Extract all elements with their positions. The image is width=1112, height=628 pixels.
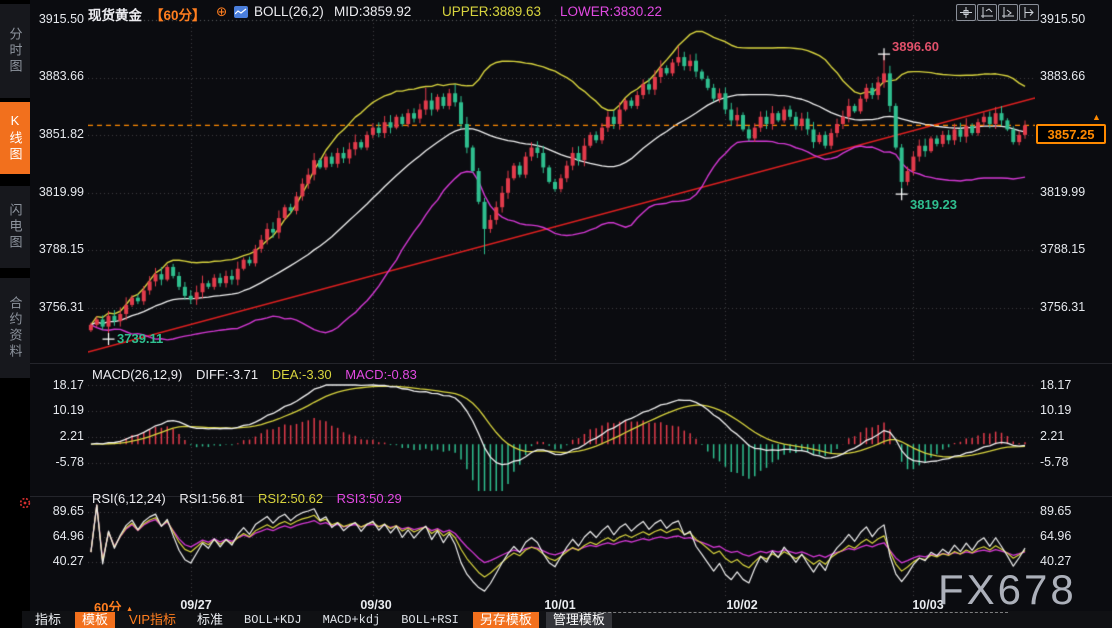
price-axis-label: 3788.15	[1040, 242, 1086, 256]
sidebar-tab-kline[interactable]: K线图	[0, 102, 30, 174]
price-axis-label: 3851.82	[38, 127, 84, 141]
price-tag-arrow-icon[interactable]: ▲	[1092, 112, 1101, 122]
kline-thumbnail-icon	[234, 6, 248, 18]
macd-axis-label: -5.78	[55, 455, 85, 469]
toolbar-macd-kdj-button[interactable]: MACD+kdj	[322, 612, 381, 627]
boll-caption: BOLL(26,2)	[254, 4, 324, 19]
toolbar-manage-template-button[interactable]: 管理模板	[545, 611, 612, 628]
macd-caption: MACD(26,12,9)	[92, 367, 183, 382]
toolbar-save-template-button[interactable]: 另存模板	[472, 611, 539, 628]
price-axis-label: 3883.66	[1040, 69, 1086, 83]
price-axis-label: 3756.31	[1040, 300, 1086, 314]
price-axis-label: 3915.50	[38, 12, 84, 26]
rsi-settings-icon[interactable]	[19, 496, 31, 514]
session-low-annotation: 3739.11	[117, 331, 164, 346]
rsi-caption-row: RSI(6,12,24) RSI1:56.81 RSI2:50.62 RSI3:…	[92, 491, 412, 506]
date-label: 09/30	[360, 598, 392, 612]
date-label: 10/02	[726, 598, 758, 612]
date-label: 09/27	[180, 598, 212, 612]
price-axis-label: 3756.31	[38, 300, 84, 314]
toolbar-standard-button[interactable]: 标准	[197, 611, 224, 627]
plus-circle-icon[interactable]: ⊕	[216, 4, 228, 19]
macd-diff-value: DIFF:-3.71	[195, 367, 259, 382]
watermark: FX678	[938, 566, 1077, 613]
macd-axis-label: 10.19	[1040, 403, 1072, 417]
price-axis-label: 3819.99	[1040, 185, 1086, 199]
rsi3-value: RSI3:50.29	[336, 491, 402, 506]
price-axis-label: 3883.66	[38, 69, 84, 83]
rsi-chart-canvas[interactable]	[88, 503, 1035, 598]
date-label: 10/03	[912, 598, 944, 612]
macd-chart-canvas[interactable]	[88, 383, 1035, 493]
rsi-axis-label: 40.27	[1040, 554, 1072, 568]
crash-low-annotation: 3819.23	[910, 197, 957, 212]
sidebar-tab-lightning[interactable]: 闪电图	[0, 186, 30, 268]
macd-dea-value: DEA:-3.30	[271, 367, 332, 382]
period-expand-icon[interactable]: ▲	[125, 604, 135, 614]
toolbar-boll-kdj-button[interactable]: BOLL+KDJ	[244, 612, 302, 627]
boll-mid-value: MID:3859.92	[334, 4, 412, 19]
last-price-tag: 3857.25	[1036, 124, 1106, 144]
toolbar-boll-rsi-button[interactable]: BOLL+RSI	[401, 612, 459, 627]
rsi1-value: RSI1:56.81	[179, 491, 245, 506]
main-chart-canvas[interactable]	[88, 15, 1035, 363]
price-axis-label: 3819.99	[38, 185, 84, 199]
macd-caption-row: MACD(26,12,9) DIFF:-3.71 DEA:-3.30 MACD:…	[92, 367, 427, 382]
macd-axis-label: 18.17	[1040, 378, 1072, 392]
pan-right-icon[interactable]	[1019, 4, 1039, 21]
panel-separator	[30, 496, 1112, 497]
instrument-title: 现货黄金	[88, 8, 142, 23]
x-axis-scale-icon[interactable]	[998, 4, 1018, 21]
toolbar-dashed-line	[578, 612, 1008, 613]
rsi-caption: RSI(6,12,24)	[92, 491, 166, 506]
toolbar-indicators-button[interactable]: 指标	[35, 611, 62, 627]
toolbar-vip-indicators-button[interactable]: VIP指标	[129, 611, 176, 627]
boll-upper-value: UPPER:3889.63	[442, 4, 542, 19]
macd-macd-value: MACD:-0.83	[345, 367, 417, 382]
price-axis-label: 3915.50	[1040, 12, 1086, 26]
sidebar: 分时图 K线图 闪电图 合约资料	[0, 0, 30, 628]
macd-axis-label: 2.21	[59, 429, 84, 443]
rsi-axis-label: 64.96	[52, 529, 84, 543]
rsi2-value: RSI2:50.62	[258, 491, 324, 506]
toolbar-template-button[interactable]: 模板	[75, 611, 116, 628]
price-axis-label: 3788.15	[38, 242, 84, 256]
rsi-axis-label: 89.65	[1040, 504, 1072, 518]
rsi-axis-label: 64.96	[1040, 529, 1072, 543]
bottom-toolbar: 指标 模板 VIP指标 标准 BOLL+KDJ MACD+kdj BOLL+RS…	[22, 611, 1112, 628]
sidebar-tab-timeline[interactable]: 分时图	[0, 4, 30, 98]
high-annotation: 3896.60	[892, 39, 939, 54]
macd-axis-label: -5.78	[1040, 455, 1069, 469]
period-label[interactable]: 【60分】	[150, 8, 206, 23]
rsi-axis-label: 40.27	[52, 554, 84, 568]
date-label: 10/01	[544, 598, 576, 612]
panel-separator	[30, 363, 1112, 364]
macd-axis-label: 18.17	[52, 378, 84, 392]
rsi-axis-label: 89.65	[52, 504, 84, 518]
macd-axis-label: 2.21	[1040, 429, 1065, 443]
sidebar-tab-contract[interactable]: 合约资料	[0, 278, 30, 378]
crosshair-move-icon[interactable]	[956, 4, 976, 21]
y-axis-scale-icon[interactable]	[977, 4, 997, 21]
boll-lower-value: LOWER:3830.22	[560, 4, 663, 19]
macd-axis-label: 10.19	[52, 403, 84, 417]
